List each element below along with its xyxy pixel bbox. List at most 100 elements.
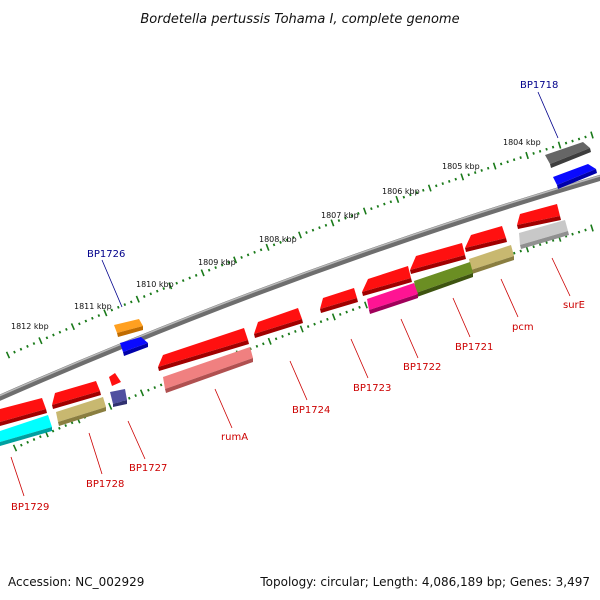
gene-bp1718-upper[interactable] — [545, 142, 591, 168]
gene-label-bp1723[interactable]: BP1723 — [353, 383, 391, 394]
inner-scale-tick — [338, 313, 342, 316]
outer-scale-tick — [246, 253, 250, 257]
gene-label-bp1726[interactable]: BP1726 — [87, 249, 125, 260]
outer-scale-tick — [311, 228, 315, 232]
gene-ruma[interactable] — [163, 347, 253, 393]
gene-label-sure[interactable]: surE — [563, 300, 585, 311]
outer-scale-tick — [129, 300, 133, 304]
inner-scale-tick — [319, 320, 323, 324]
outer-scale-tick — [435, 184, 438, 188]
gene-bp1727-red[interactable] — [109, 373, 121, 386]
inner-scale-tick — [153, 386, 157, 390]
inner-scale-tick — [538, 243, 542, 247]
gene-bp1723[interactable] — [320, 288, 358, 313]
outer-scale-tick — [389, 200, 393, 204]
outer-scale-tick — [519, 156, 522, 160]
outer-scale-tick — [480, 169, 483, 172]
scale-label-1809: 1809 kbp — [198, 258, 236, 267]
outer-scale-tick — [350, 214, 354, 218]
inner-scale-tick — [64, 424, 68, 427]
inner-scale-tick — [584, 228, 587, 232]
inner-scale-tick — [345, 310, 348, 314]
gene-rumA-red[interactable] — [158, 328, 249, 371]
inner-scale-tick — [39, 435, 42, 439]
gene-bp1729[interactable] — [0, 415, 52, 446]
inner-scale-tick — [313, 322, 316, 326]
inner-scale-tick — [139, 389, 145, 397]
gene-bp1722-red[interactable] — [362, 266, 412, 296]
inner-scale-tick — [267, 337, 272, 345]
outer-scale-tick — [305, 231, 308, 235]
inner-scale-tick — [274, 337, 278, 341]
gene-bp1724[interactable] — [254, 308, 303, 338]
label-leaders — [10, 91, 571, 497]
outer-scale-tick — [357, 211, 360, 215]
outer-scale-tick — [175, 281, 178, 285]
gene-pcm[interactable] — [469, 245, 514, 274]
outer-scale-tick — [584, 135, 587, 139]
outer-scale-tick — [26, 344, 29, 348]
gene-bp1718-red[interactable] — [517, 204, 561, 229]
outer-scale-tick — [292, 236, 295, 239]
gene-label-bp1728[interactable]: BP1728 — [86, 479, 124, 490]
inner-scale-tick — [51, 429, 55, 433]
outer-scale-tick — [70, 323, 76, 331]
genome-backbone — [0, 174, 600, 401]
gene-sure[interactable] — [519, 220, 569, 249]
gene-label-bp1727[interactable]: BP1727 — [129, 463, 167, 474]
outer-scale-tick — [370, 207, 373, 211]
outer-scale-tick — [142, 295, 146, 298]
outer-scale-tick — [65, 327, 68, 331]
gene-label-bp1722[interactable]: BP1722 — [403, 362, 441, 373]
outer-scale-tick — [168, 282, 173, 290]
gene-bp1728[interactable] — [56, 397, 106, 426]
outer-scale-tick — [97, 314, 101, 317]
gene-label-bp1724[interactable]: BP1724 — [292, 405, 330, 416]
outer-scale-tick — [227, 261, 230, 264]
inner-scale-tick — [262, 342, 265, 346]
outer-scale-tick — [571, 139, 574, 143]
inner-scale-tick — [134, 394, 137, 398]
gene-bp1727[interactable] — [110, 389, 127, 407]
genome-summary-text: Topology: circular; Length: 4,086,189 bp… — [259, 575, 590, 589]
outer-scale-tick — [155, 289, 159, 293]
gene-label-bp1729[interactable]: BP1729 — [11, 502, 49, 513]
outer-scale-tick — [460, 173, 465, 181]
outer-scale-tick — [214, 266, 217, 270]
outer-scale-tick — [207, 268, 211, 272]
outer-scale-tick — [486, 166, 490, 170]
gene-bp1721-red[interactable] — [410, 243, 466, 274]
inner-scale-tick — [32, 438, 36, 441]
outer-scale-tick — [84, 319, 88, 323]
gene-surE-red[interactable] — [465, 226, 507, 252]
outer-scale-tick — [265, 243, 270, 251]
scale-label-1805: 1805 kbp — [442, 162, 480, 171]
inner-scale-tick — [147, 388, 150, 392]
outer-scale-tick — [298, 231, 302, 239]
gene-label-bp1721[interactable]: BP1721 — [455, 342, 493, 353]
gene-label-pcm[interactable]: pcm — [512, 322, 534, 333]
gene-label-bp1718[interactable]: BP1718 — [520, 80, 558, 91]
scale-label-1812: 1812 kbp — [11, 322, 49, 331]
inner-scale-tick — [287, 332, 291, 336]
gene-label-ruma[interactable]: rumA — [221, 432, 248, 443]
gene-bp1726-upper[interactable] — [114, 319, 143, 337]
outer-scale-tick — [200, 269, 205, 277]
gene-bp1728-red[interactable] — [52, 381, 101, 409]
outer-scale-tick — [181, 279, 185, 283]
outer-scale-tick — [220, 263, 224, 267]
scale-label-1807: 1807 kbp — [321, 211, 359, 220]
gene-bp1729-red[interactable] — [0, 398, 47, 426]
outer-scale-tick — [545, 147, 548, 151]
gene-bp1726[interactable] — [120, 337, 148, 356]
outer-scale-tick — [149, 292, 153, 296]
gene-bp1718[interactable] — [553, 164, 597, 189]
outer-scale-tick — [538, 149, 542, 153]
forward-genes — [114, 142, 597, 356]
inner-scale-tick — [127, 396, 131, 400]
outer-scale-tick — [415, 191, 419, 195]
gene-bp1721[interactable] — [414, 262, 473, 297]
outer-scale-tick — [233, 256, 238, 264]
gene-bp1722[interactable] — [367, 283, 418, 314]
outer-scale-tick — [577, 137, 581, 141]
